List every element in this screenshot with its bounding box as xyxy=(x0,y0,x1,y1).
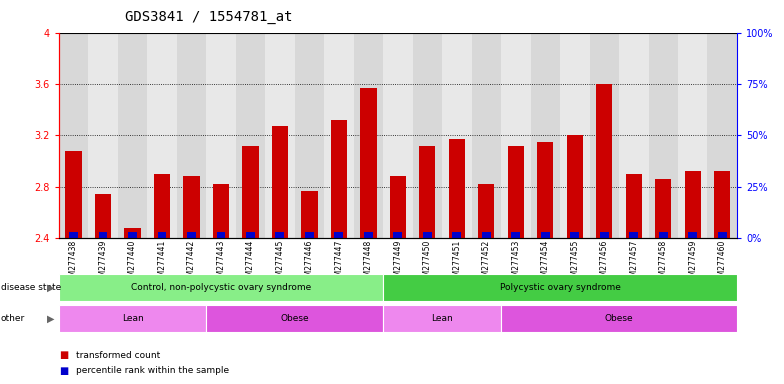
Bar xyxy=(659,232,668,238)
Bar xyxy=(442,33,472,238)
Bar xyxy=(331,120,347,238)
Bar xyxy=(206,305,383,332)
Text: percentile rank within the sample: percentile rank within the sample xyxy=(76,366,229,375)
Bar xyxy=(511,232,521,238)
Bar xyxy=(364,232,373,238)
Bar xyxy=(567,135,583,238)
Text: ■: ■ xyxy=(59,350,68,360)
Bar xyxy=(718,232,727,238)
Bar xyxy=(537,142,554,238)
Bar xyxy=(596,84,612,238)
Text: Obese: Obese xyxy=(604,314,633,323)
Text: Obese: Obese xyxy=(281,314,309,323)
Bar xyxy=(423,232,432,238)
Text: other: other xyxy=(1,314,25,323)
Bar xyxy=(590,33,619,238)
Bar xyxy=(452,232,461,238)
Text: Control, non-polycystic ovary syndrome: Control, non-polycystic ovary syndrome xyxy=(131,283,311,292)
Bar xyxy=(531,33,560,238)
Bar xyxy=(501,33,531,238)
Bar xyxy=(125,228,140,238)
Bar xyxy=(419,146,435,238)
Bar xyxy=(305,232,314,238)
Bar xyxy=(412,33,442,238)
Bar xyxy=(390,177,406,238)
Bar xyxy=(600,232,608,238)
Bar xyxy=(183,177,200,238)
Bar xyxy=(187,232,196,238)
Text: Lean: Lean xyxy=(122,314,143,323)
Bar xyxy=(678,33,707,238)
Bar xyxy=(482,232,491,238)
Bar xyxy=(541,232,550,238)
Bar xyxy=(265,33,295,238)
Bar xyxy=(361,88,376,238)
Bar xyxy=(383,274,737,301)
Bar xyxy=(394,232,402,238)
Text: ▶: ▶ xyxy=(47,313,55,323)
Bar xyxy=(383,305,501,332)
Bar xyxy=(176,33,206,238)
Bar xyxy=(236,33,265,238)
Text: disease state: disease state xyxy=(1,283,61,292)
Bar xyxy=(626,174,642,238)
Bar xyxy=(154,174,170,238)
Bar xyxy=(206,33,236,238)
Bar xyxy=(619,33,648,238)
Bar xyxy=(65,151,82,238)
Bar xyxy=(59,305,206,332)
Bar xyxy=(560,33,590,238)
Bar xyxy=(448,139,465,238)
Bar xyxy=(655,179,671,238)
Bar xyxy=(213,184,229,238)
Text: ■: ■ xyxy=(59,366,68,376)
Text: transformed count: transformed count xyxy=(76,351,160,360)
Bar xyxy=(95,194,111,238)
Bar xyxy=(128,232,137,238)
Bar xyxy=(383,33,412,238)
Bar xyxy=(501,305,737,332)
Bar xyxy=(295,33,324,238)
Bar xyxy=(508,146,524,238)
Bar xyxy=(158,232,166,238)
Bar xyxy=(335,232,343,238)
Bar xyxy=(472,33,501,238)
Bar xyxy=(59,274,383,301)
Text: Polycystic ovary syndrome: Polycystic ovary syndrome xyxy=(499,283,620,292)
Bar xyxy=(147,33,176,238)
Bar xyxy=(59,33,89,238)
Bar xyxy=(324,33,354,238)
Bar xyxy=(714,171,731,238)
Bar xyxy=(69,232,78,238)
Bar xyxy=(242,146,259,238)
Bar xyxy=(354,33,383,238)
Text: ▶: ▶ xyxy=(47,283,55,293)
Bar xyxy=(272,126,288,238)
Text: GDS3841 / 1554781_at: GDS3841 / 1554781_at xyxy=(125,10,293,23)
Bar xyxy=(301,190,318,238)
Text: Lean: Lean xyxy=(431,314,453,323)
Bar xyxy=(684,171,701,238)
Bar xyxy=(275,232,285,238)
Bar xyxy=(630,232,638,238)
Bar xyxy=(688,232,697,238)
Bar xyxy=(89,33,118,238)
Bar xyxy=(707,33,737,238)
Bar xyxy=(648,33,678,238)
Bar xyxy=(478,184,495,238)
Bar xyxy=(246,232,255,238)
Bar xyxy=(118,33,147,238)
Bar xyxy=(99,232,107,238)
Bar xyxy=(216,232,226,238)
Bar xyxy=(570,232,579,238)
